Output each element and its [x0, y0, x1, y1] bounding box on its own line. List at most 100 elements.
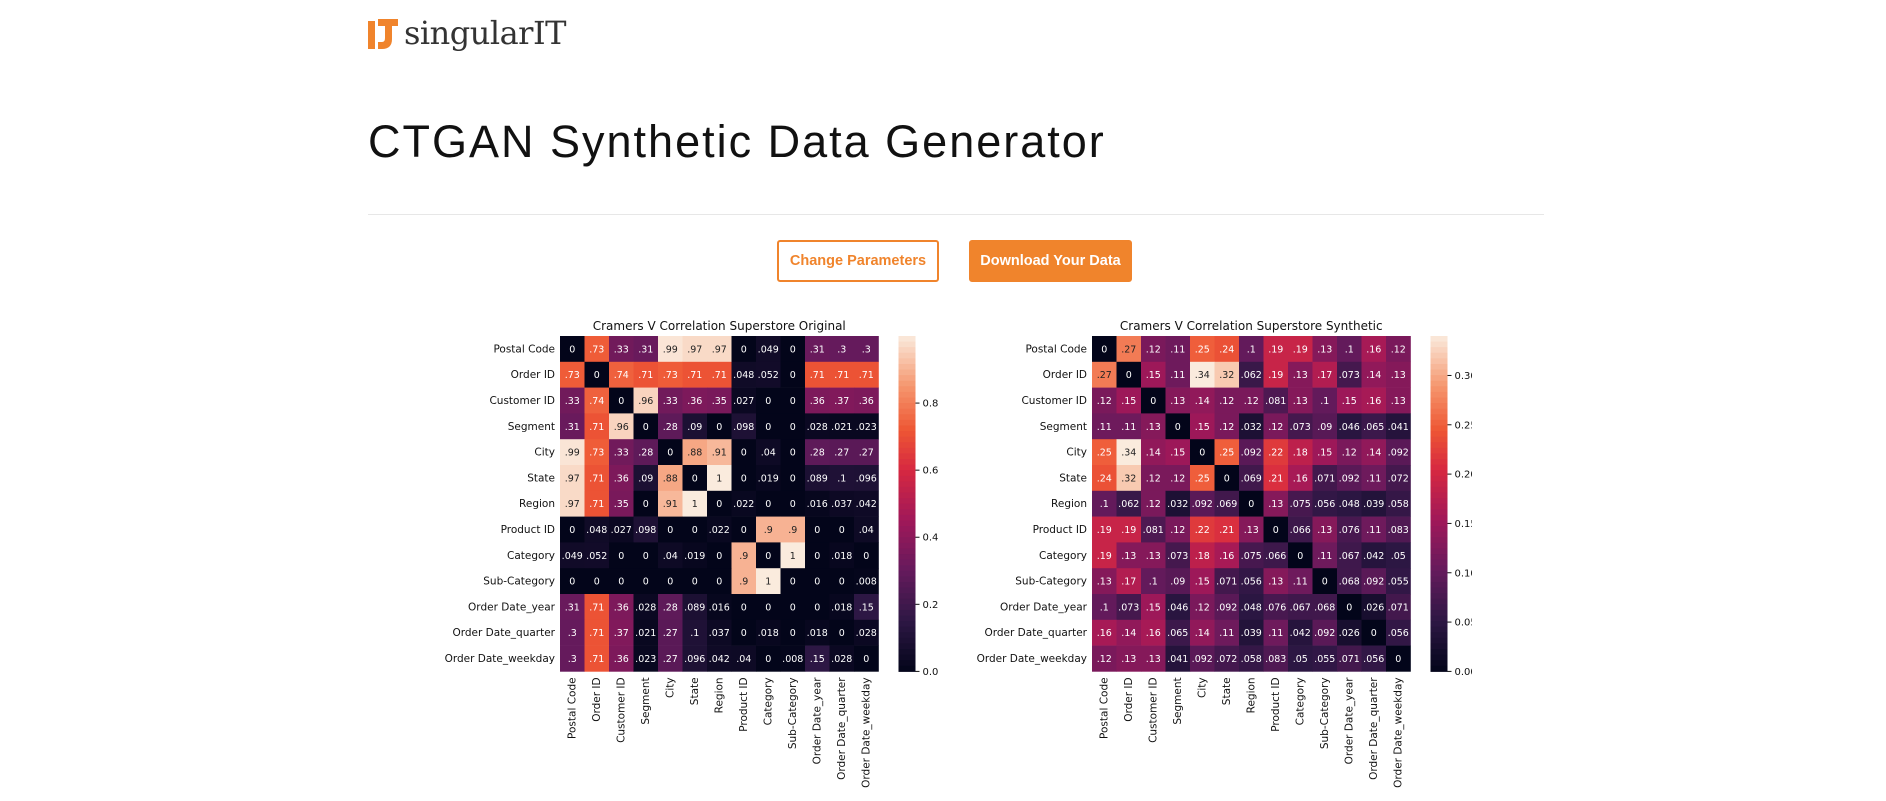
cell-value-label: 0 — [790, 422, 796, 433]
colorbar-segment — [1430, 470, 1448, 477]
heatmap-cell — [658, 542, 683, 569]
cell-value-label: .71 — [810, 370, 825, 381]
cell-value-label: .12 — [1146, 344, 1161, 355]
heatmap-cell — [682, 336, 708, 363]
colorbar-segment — [1430, 581, 1448, 589]
heatmap-cell — [560, 645, 585, 672]
colorbar-segment — [898, 425, 916, 432]
heatmap-cell — [1165, 361, 1191, 388]
cell-value-label: .041 — [1388, 422, 1409, 433]
cell-value-label: .16 — [1097, 628, 1112, 639]
cell-value-label: .096 — [856, 473, 877, 484]
colorbar-segment — [898, 363, 916, 371]
heatmap-cell — [584, 490, 610, 517]
cell-value-label: .35 — [712, 396, 727, 407]
colorbar-segment — [1430, 341, 1448, 348]
heatmap-cell — [682, 361, 708, 388]
colorbar-segment — [898, 576, 916, 583]
cell-value-label: .1 — [1320, 396, 1329, 407]
y-tick-label: Product ID — [501, 524, 555, 536]
cell-value-label: .066 — [1290, 525, 1311, 536]
y-tick-label: Order Date_quarter — [985, 627, 1088, 639]
cell-value-label: .066 — [1265, 551, 1286, 562]
heatmap-cell — [609, 490, 634, 517]
cell-value-label: .71 — [834, 370, 849, 381]
cell-value-label: 0 — [643, 577, 649, 588]
cell-value-label: .027 — [611, 525, 632, 536]
y-tick-label: Sub-Category — [483, 576, 555, 588]
heatmap-cell — [1214, 568, 1240, 595]
colorbar-segment — [1430, 615, 1448, 622]
heatmap-cell — [584, 594, 610, 621]
heatmap-cell — [633, 619, 659, 646]
cell-value-label: .96 — [638, 396, 653, 407]
cell-value-label: .22 — [1268, 448, 1283, 459]
cell-value-label: .098 — [733, 422, 754, 433]
heatmap-cell — [658, 336, 683, 363]
cell-value-label: .73 — [663, 370, 678, 381]
heatmap-cell — [731, 336, 757, 363]
heatmap-cell — [805, 516, 830, 543]
heatmap-cell — [609, 594, 634, 621]
cell-value-label: .34 — [1121, 448, 1136, 459]
cell-value-label: .88 — [663, 473, 678, 484]
heatmap-cell — [707, 568, 732, 595]
heatmap-cell — [1386, 619, 1411, 646]
cell-value-label: 0 — [594, 370, 600, 381]
cell-value-label: .19 — [1097, 525, 1112, 536]
cell-value-label: .13 — [1293, 396, 1308, 407]
x-tick-label: Order Date_year — [1344, 677, 1356, 765]
cell-value-label: .11 — [1121, 422, 1136, 433]
change-parameters-button[interactable]: Change Parameters — [777, 240, 939, 282]
cell-value-label: .13 — [1317, 525, 1332, 536]
cell-value-label: .072 — [1216, 654, 1237, 665]
cell-value-label: .71 — [859, 370, 874, 381]
x-tick-label: Order Date_quarter — [836, 677, 848, 780]
cell-value-label: 0 — [1371, 628, 1377, 639]
cell-value-label: .36 — [687, 396, 702, 407]
heatmap-cell — [1239, 619, 1264, 646]
heatmap-cell — [584, 387, 610, 414]
heatmap-cell — [756, 645, 781, 672]
cell-value-label: .096 — [684, 654, 705, 665]
singularit-logo[interactable]: singularIT — [368, 14, 566, 52]
heatmap-cell — [1190, 336, 1215, 363]
cell-value-label: 0 — [765, 602, 771, 613]
cell-value-label: 0 — [741, 473, 747, 484]
colorbar-tick-label: 0.30 — [1455, 371, 1473, 382]
heatmap-cell — [1092, 413, 1117, 440]
download-data-button[interactable]: Download Your Data — [969, 240, 1132, 282]
heatmap-cell — [1263, 387, 1289, 414]
heatmap-cell — [1337, 387, 1362, 414]
heatmap-cell — [1165, 542, 1191, 569]
cell-value-label: .11 — [1170, 370, 1185, 381]
heatmap-cell — [1239, 465, 1264, 492]
colorbar-segment — [1430, 492, 1448, 499]
cell-value-label: .083 — [1388, 525, 1409, 536]
heatmap-cell — [1190, 413, 1215, 440]
heatmap-cell — [1214, 387, 1240, 414]
heatmap-cell — [560, 542, 585, 569]
cell-value-label: .055 — [1388, 577, 1409, 588]
cell-value-label: .21 — [1219, 525, 1234, 536]
heatmap-cell — [829, 413, 855, 440]
cell-value-label: .092 — [1314, 628, 1335, 639]
heatmap-cell — [1092, 490, 1117, 517]
cell-value-label: .083 — [1265, 654, 1286, 665]
heatmap-cell — [682, 490, 708, 517]
colorbar-segment — [1430, 526, 1448, 533]
colorbar-segment — [1430, 498, 1448, 505]
cell-value-label: 0 — [1101, 344, 1107, 355]
colorbar-segment — [898, 492, 916, 499]
cell-value-label: .9 — [764, 525, 773, 536]
heatmap-cell — [658, 568, 683, 595]
heatmap-cell — [1141, 645, 1166, 672]
colorbar-segment — [1430, 598, 1448, 605]
colorbar-segment — [898, 347, 916, 354]
heatmap-cell — [1263, 336, 1289, 363]
cell-value-label: .14 — [1366, 370, 1381, 381]
heatmap-cell — [829, 361, 855, 388]
heatmap-cell — [1141, 387, 1166, 414]
heatmap-cell — [1288, 387, 1313, 414]
heatmap-cell — [1263, 594, 1289, 621]
